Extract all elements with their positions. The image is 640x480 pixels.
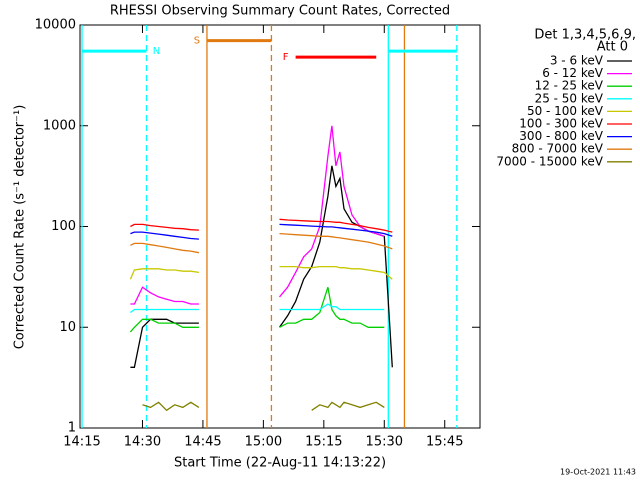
series-line bbox=[130, 303, 385, 314]
x-tick-label: 14:30 bbox=[124, 435, 161, 450]
legend-label: 6 - 12 keV bbox=[542, 66, 604, 80]
legend-label: 12 - 25 keV bbox=[535, 79, 604, 93]
x-tick-label: 15:00 bbox=[245, 435, 282, 450]
y-tick-label: 10000 bbox=[35, 18, 76, 33]
series-line bbox=[130, 232, 393, 254]
flag-label: F bbox=[283, 52, 289, 63]
series-line bbox=[129, 265, 393, 280]
legend-label: 100 - 300 keV bbox=[519, 117, 603, 131]
footer: 19-Oct-2021 11:43 bbox=[560, 468, 636, 477]
legend-title: Att 0 bbox=[597, 40, 628, 55]
legend-label: 25 - 50 keV bbox=[535, 91, 604, 105]
x-axis-label: Start Time (22-Aug-11 14:13:22) bbox=[174, 456, 386, 471]
x-tick-label: 14:15 bbox=[63, 435, 100, 450]
y-tick-label: 1 bbox=[68, 421, 76, 436]
series-line bbox=[142, 401, 385, 412]
y-tick-label: 10 bbox=[59, 320, 76, 335]
series-line bbox=[129, 287, 385, 333]
y-tick-label: 100 bbox=[51, 219, 76, 234]
chart-title: RHESSI Observing Summary Count Rates, Co… bbox=[110, 4, 450, 19]
flag-label: S bbox=[194, 36, 200, 47]
y-tick-label: 1000 bbox=[43, 118, 76, 133]
legend-label: 800 - 7000 keV bbox=[512, 142, 604, 156]
x-tick-label: 15:45 bbox=[426, 435, 463, 450]
legend-label: 300 - 800 keV bbox=[519, 129, 603, 143]
x-tick-label: 15:30 bbox=[366, 435, 403, 450]
series-line bbox=[130, 125, 385, 305]
legend-label: 50 - 100 keV bbox=[527, 104, 604, 118]
x-tick-label: 14:45 bbox=[184, 435, 221, 450]
series-line bbox=[130, 223, 393, 240]
legend-label: 7000 - 15000 keV bbox=[496, 154, 603, 168]
flag-label: N bbox=[153, 46, 160, 57]
series-line bbox=[130, 218, 393, 233]
x-tick-label: 15:15 bbox=[305, 435, 342, 450]
legend-label: 3 - 6 keV bbox=[550, 54, 604, 68]
legend-title: Det 1,3,4,5,6,9, bbox=[534, 28, 636, 43]
y-axis-label: Corrected Count Rate (s⁻¹ detector⁻¹) bbox=[13, 105, 28, 350]
